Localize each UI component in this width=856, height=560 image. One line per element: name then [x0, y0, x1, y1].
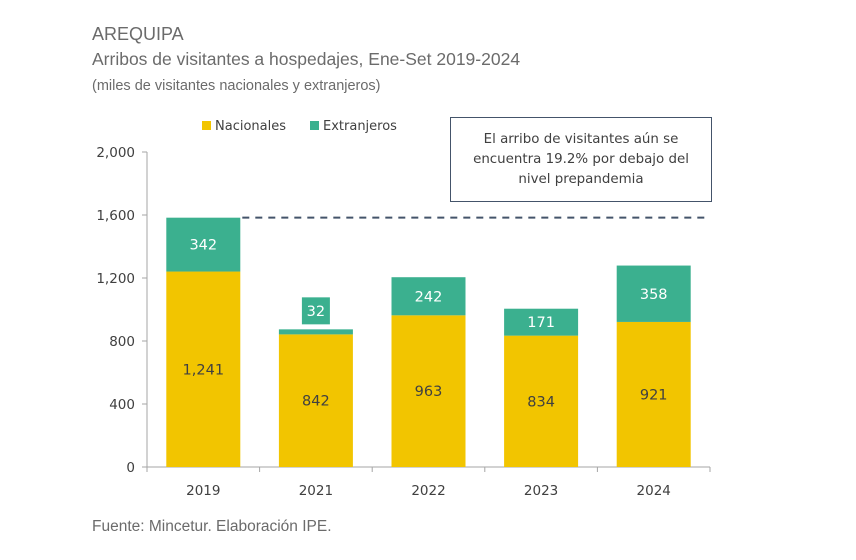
y-tick-label: 1,200: [96, 271, 135, 287]
y-tick-label: 0: [126, 460, 135, 476]
bar-extranjeros-2021: [278, 329, 353, 335]
x-tick-label: 2023: [524, 483, 558, 499]
legend-label-nacionales: Nacionales: [215, 119, 286, 134]
bars: [166, 217, 691, 467]
value-label-nacionales: 1,241: [183, 362, 225, 378]
bar-nacionales-2024: [616, 321, 691, 467]
annotation-box: El arribo de visitantes aún se encuentra…: [450, 117, 712, 202]
chart-region-title: AREQUIPA: [92, 24, 184, 44]
value-label-extranjeros: 358: [640, 287, 668, 303]
y-tick-label: 1,600: [96, 208, 135, 224]
source-note: Fuente: Mincetur. Elaboración IPE.: [92, 518, 332, 535]
legend-swatch-nacionales: [202, 121, 211, 130]
bar-nacionales-2021: [278, 334, 353, 467]
value-label-extranjeros: 342: [189, 238, 217, 254]
chart-title: Arribos de visitantes a hospedajes, Ene-…: [92, 49, 521, 69]
bar-extranjeros-2022: [391, 277, 466, 316]
x-tick-label: 2019: [186, 483, 220, 499]
annotation-text: El arribo de visitantes aún se encuentra…: [473, 131, 689, 187]
value-label-nacionales: 834: [527, 394, 555, 410]
legend: Nacionales Extranjeros: [202, 119, 397, 134]
value-label-nacionales: 963: [415, 384, 443, 400]
value-label-extranjeros: 171: [527, 315, 555, 331]
value-label-extranjeros: 242: [415, 289, 443, 305]
value-label-extranjeros: 32: [307, 304, 325, 320]
x-tick-label: 2022: [411, 483, 445, 499]
x-tick-label: 2021: [299, 483, 333, 499]
x-tick-label: 2024: [637, 483, 671, 499]
bar-nacionales-2022: [391, 315, 466, 467]
axes: 0 400 800 1,200 1,600 2,000 2019 2021 2022 2023 20…: [96, 145, 711, 499]
bar-extranjeros-2024: [616, 265, 691, 322]
y-tick-label: 800: [109, 334, 135, 350]
bar-extranjeros-2023: [504, 308, 579, 336]
y-tick-label: 400: [109, 397, 135, 413]
value-label-nacionales: 842: [302, 394, 330, 410]
bar-extranjeros-2019: [166, 217, 241, 272]
bar-nacionales-2019: [166, 271, 241, 467]
bar-nacionales-2023: [504, 335, 579, 467]
legend-swatch-extranjeros: [310, 121, 319, 130]
y-tick-label: 2,000: [96, 145, 135, 161]
value-label-nacionales: 921: [640, 387, 668, 403]
legend-label-extranjeros: Extranjeros: [323, 119, 397, 134]
chart-subtitle: (miles de visitantes nacionales y extran…: [92, 78, 381, 94]
value-label-box: [301, 297, 330, 325]
value-labels: 1,241 342 842 32 963 242 834 171 921 358: [183, 238, 668, 411]
